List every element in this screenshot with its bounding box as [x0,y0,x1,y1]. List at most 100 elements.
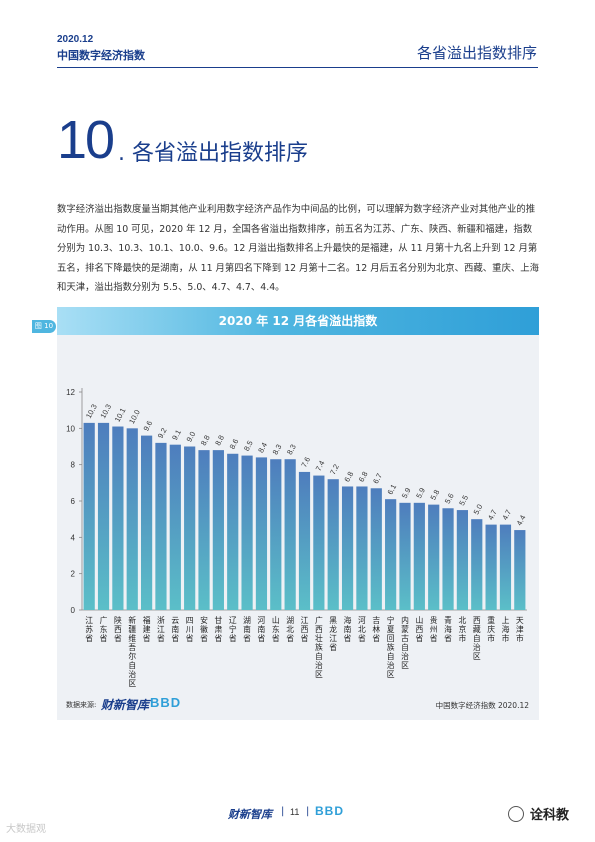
bar-value-label: 8.5 [242,439,255,452]
bar [370,488,382,610]
bar-chart: 0 2 4 6 8 10 12 10.3 江苏省 10.3 广东省 10.1 陕西省 10.0 新疆维吾尔… [66,388,528,688]
bar [184,446,196,610]
bar [456,510,468,610]
bar-value-label: 9.0 [184,430,197,443]
bar [471,519,483,610]
bar [141,435,153,610]
bar-value-label: 8.3 [271,443,284,456]
category-label: 辽宁省 [229,616,237,643]
category-label: 宁夏回族自治区 [387,615,395,679]
bar [327,479,339,610]
footer-logo-caixin: 财新智库 [228,808,272,821]
category-label: 上海市 [502,616,510,643]
y-tick-label: 2 [71,570,76,579]
figure-label: 图 10 [32,320,56,333]
category-label: 河北省 [358,616,366,643]
bar-value-label: 9.6 [141,419,154,432]
watermark-left: 大数据观 [6,824,46,835]
bar [155,442,167,610]
bar-value-label: 10.0 [127,408,142,425]
y-tick-label: 12 [66,388,75,397]
bar-value-label: 8.6 [228,437,241,450]
category-label: 江西省 [301,616,309,643]
bar [385,499,397,610]
source-logo-caixin: 财新智库 [101,698,150,712]
bar-value-label: 6.8 [357,470,370,483]
y-tick-label: 10 [66,424,75,433]
bar [399,502,411,610]
page-number: 11 [290,807,300,817]
wechat-icon [508,806,524,822]
category-label: 新疆维吾尔自治区 [128,615,136,688]
bar [413,502,425,610]
bar [485,524,497,610]
footer-separator: | [306,806,310,817]
bar-value-label: 5.6 [443,492,456,505]
bar-value-label: 5.0 [472,503,485,516]
y-tick-label: 0 [71,606,76,615]
bar-value-label: 8.3 [285,443,298,456]
category-label: 浙江省 [157,615,165,643]
category-label: 安徽省 [200,615,208,643]
bar [169,444,181,610]
bar-value-label: 10.3 [84,403,99,420]
category-label: 福建省 [143,616,151,643]
bar-value-label: 7.4 [314,459,327,472]
bar [341,486,354,610]
bar-value-label: 8.8 [199,434,212,447]
bar-value-label: 4.7 [500,508,513,521]
bar-value-label: 5.9 [400,486,413,499]
bar-value-label: 7.2 [328,463,341,476]
bar [313,475,325,610]
bar-value-label: 4.7 [486,508,499,521]
bar [255,457,268,610]
bar [298,471,311,610]
bar [284,459,296,610]
bar-value-label: 9.2 [156,426,169,439]
category-label: 内蒙古自治区 [401,615,409,670]
bar-value-label: 6.8 [342,470,355,483]
header-divider [57,67,538,68]
bar [442,508,454,610]
category-label: 山西省 [415,615,423,643]
category-label: 陕西省 [114,615,122,643]
category-label: 重庆市 [487,615,495,643]
chart-panel: 0 2 4 6 8 10 12 10.3 江苏省 10.3 广东省 10.1 陕西省 10.0 新疆维吾尔… [57,335,539,720]
bar [227,453,239,610]
category-label: 海南省 [344,615,352,643]
bar [83,422,95,610]
source-logo-bbd: BBD [150,695,182,710]
bar-value-label: 10.1 [113,406,128,423]
section-title: . 各省溢出指数排序 [118,141,308,166]
y-tick-label: 4 [71,533,76,542]
category-label: 贵州省 [430,615,438,643]
bar-value-label: 10.3 [98,403,113,420]
category-label: 甘肃省 [214,615,222,643]
bar-value-label: 6.1 [385,483,398,496]
category-label: 广西壮族自治区 [315,615,323,679]
bar [499,524,512,610]
category-label: 江苏省 [85,616,93,643]
category-label: 黑龙江省 [329,616,337,652]
bar [112,426,124,610]
category-label: 湖北省 [286,616,294,643]
bar-value-label: 8.8 [213,434,226,447]
category-label: 青海省 [444,615,452,643]
bar-value-label: 5.9 [414,486,427,499]
bar-value-label: 7.6 [299,455,312,468]
intro-paragraph: 数字经济溢出指数度量当期其他产业利用数字经济产品作为中间品的比例，可以理解为数字… [57,204,539,293]
bar-value-label: 4.4 [515,514,528,527]
footer-separator: | [281,806,285,817]
bar [356,486,368,610]
figure-title-bar: 2020 年 12 月各省溢出指数 [57,307,539,335]
category-label: 吉林省 [372,616,380,643]
bar [97,422,110,610]
bar [126,428,138,610]
bar [212,450,224,610]
bar [241,455,253,610]
bar [428,504,440,610]
bar [270,459,282,610]
watermark-right: 诠科教 [530,808,570,823]
source-report-date: 中国数字经济指数 2020.12 [435,701,529,710]
header-section-title: 各省溢出指数排序 [416,44,537,62]
